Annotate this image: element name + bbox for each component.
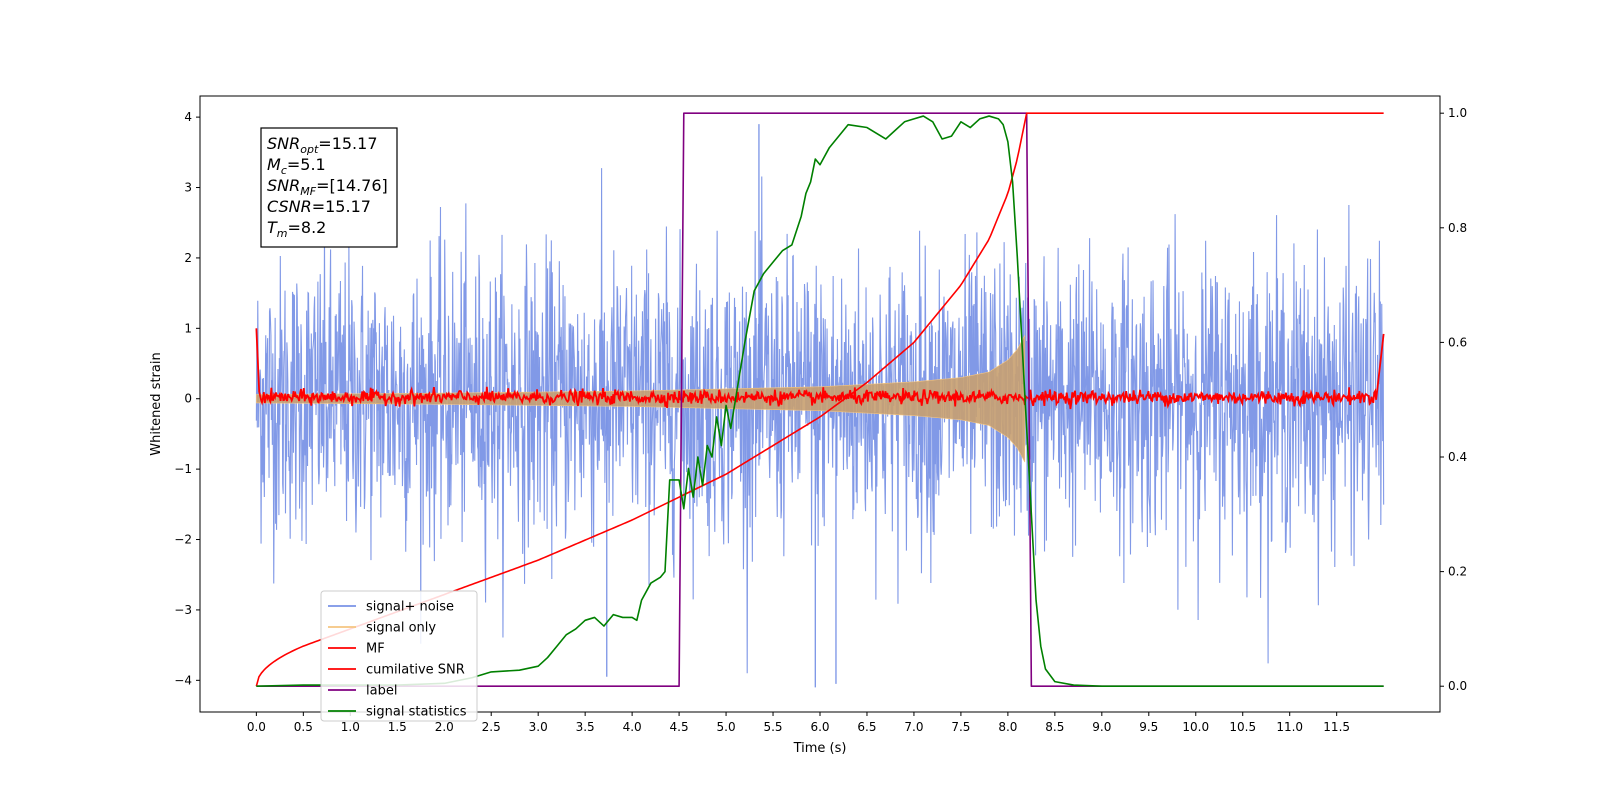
y-left-tick-label-1: 3 <box>184 181 192 195</box>
y-left-tick-label-0: 4 <box>184 110 192 124</box>
info-box-lines: SNRopt=15.17Mc=5.1SNRMF=[14.76]CSNR=15.1… <box>267 134 388 240</box>
info-box-frame <box>260 127 398 248</box>
legend-label-5: signal statistics <box>366 705 467 720</box>
info-line-4: Tm=8.2 <box>267 218 326 240</box>
legend-label-1: signal only <box>366 621 436 636</box>
info-line-2: SNRMF=[14.76] <box>267 176 388 198</box>
x-tick-label-1: 0.5 <box>294 720 313 734</box>
x-tick-label-11: 5.5 <box>763 720 782 734</box>
y-right-tick-label-0: 1.0 <box>1448 106 1467 120</box>
x-tick-label-21: 10.5 <box>1229 720 1256 734</box>
y-left-tick-label-4: 0 <box>184 392 192 406</box>
x-tick-label-13: 6.5 <box>857 720 876 734</box>
y-right-tick-label-1: 0.8 <box>1448 221 1467 235</box>
x-tick-label-0: 0.0 <box>247 720 266 734</box>
legend-label-3: cumilative SNR <box>366 663 465 678</box>
legend-entries: signal+ noise signal only MF cumilative SNR… <box>328 600 467 720</box>
y-left-tick-label-6: −2 <box>174 533 192 547</box>
info-line-1: Mc=5.1 <box>267 155 326 177</box>
x-tick-label-15: 7.5 <box>951 720 970 734</box>
y-left-tick-label-7: −3 <box>174 603 192 617</box>
x-tick-label-14: 7.0 <box>904 720 923 734</box>
legend-label-2: MF <box>366 642 385 657</box>
x-tick-label-3: 1.5 <box>388 720 407 734</box>
y-left-tick-label-2: 2 <box>184 251 192 265</box>
y-axis-right: 1.0 0.8 0.6 0.4 0.2 0.0 <box>1440 106 1467 693</box>
y-right-tick-label-4: 0.2 <box>1448 565 1467 579</box>
x-tick-label-9: 4.5 <box>670 720 689 734</box>
x-tick-label-10: 5.0 <box>717 720 736 734</box>
series-signal-statistics <box>256 115 1384 688</box>
series-mf <box>255 328 1385 410</box>
legend: signal+ noise signal only MF cumilative SNR… <box>320 590 478 722</box>
x-tick-label-16: 8.0 <box>998 720 1017 734</box>
info-box: SNRopt=15.17Mc=5.1SNRMF=[14.76]CSNR=15.1… <box>260 127 398 248</box>
y-left-tick-label-3: 1 <box>184 321 192 335</box>
x-tick-label-18: 9.0 <box>1092 720 1111 734</box>
info-line-3: CSNR=15.17 <box>267 197 371 216</box>
x-tick-label-5: 2.5 <box>482 720 501 734</box>
series-signal-only <box>256 335 1026 463</box>
x-tick-label-23: 11.5 <box>1323 720 1350 734</box>
x-tick-label-4: 2.0 <box>435 720 454 734</box>
x-tick-label-17: 8.5 <box>1045 720 1064 734</box>
y-right-tick-label-3: 0.4 <box>1448 450 1467 464</box>
x-tick-label-7: 3.5 <box>576 720 595 734</box>
y-axis-label-left: Whitened strain <box>149 352 164 455</box>
y-axis-left: 4 3 2 1 0 −1 −2 −3 −4 <box>174 110 200 687</box>
x-tick-label-22: 11.0 <box>1276 720 1303 734</box>
x-tick-label-6: 3.0 <box>529 720 548 734</box>
x-tick-label-8: 4.0 <box>623 720 642 734</box>
x-tick-label-20: 10.0 <box>1182 720 1209 734</box>
y-right-tick-label-2: 0.6 <box>1448 335 1467 349</box>
legend-frame <box>320 590 478 722</box>
x-tick-label-2: 1.0 <box>341 720 360 734</box>
legend-label-0: signal+ noise <box>366 600 454 615</box>
x-tick-label-12: 6.0 <box>810 720 829 734</box>
y-left-tick-label-5: −1 <box>174 462 192 476</box>
x-tick-label-19: 9.5 <box>1139 720 1158 734</box>
y-right-tick-label-5: 0.0 <box>1448 679 1467 693</box>
info-line-0: SNRopt=15.17 <box>267 134 378 156</box>
y-left-tick-label-8: −4 <box>174 673 192 687</box>
series-layer <box>255 112 1385 688</box>
legend-label-4: label <box>366 684 397 699</box>
x-axis-label: Time (s) <box>793 741 847 756</box>
